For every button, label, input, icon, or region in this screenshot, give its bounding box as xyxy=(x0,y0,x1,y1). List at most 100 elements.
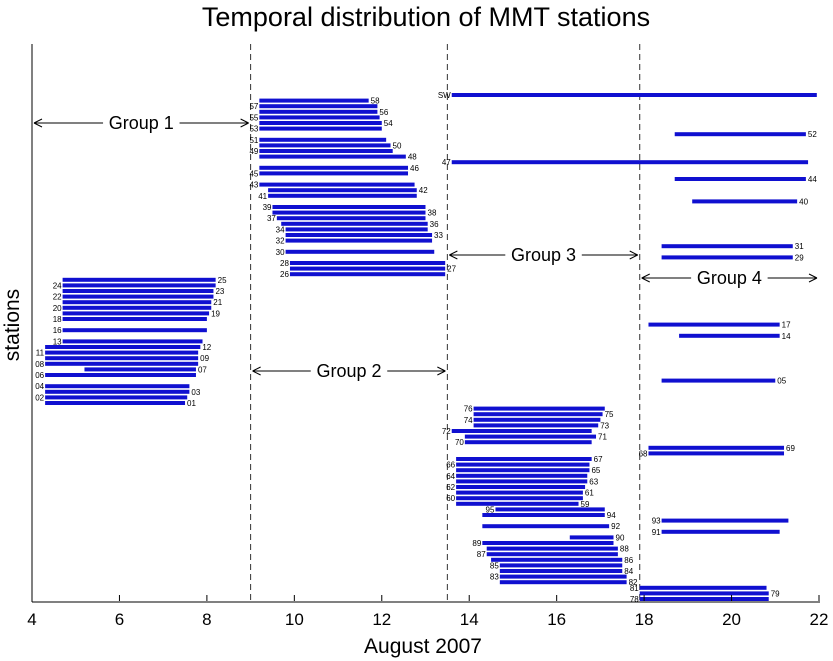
group-dividers xyxy=(250,44,641,601)
label-station-64: 64 xyxy=(446,472,455,481)
label-station-34: 34 xyxy=(276,225,285,234)
bar-station-83 xyxy=(499,574,627,579)
label-station-33: 33 xyxy=(434,231,443,240)
label-station-85: 85 xyxy=(490,561,499,570)
bar-station-01 xyxy=(45,401,186,405)
bar-station-44 xyxy=(674,177,806,181)
bar-station-07 xyxy=(84,367,196,372)
group-annotation-2: Group 2 xyxy=(252,361,446,381)
bar-station-26 xyxy=(289,272,446,277)
x-tick-label-4: 4 xyxy=(27,610,36,629)
label-station-76: 76 xyxy=(464,405,473,414)
label-station-42: 42 xyxy=(419,186,428,195)
label-station-55: 55 xyxy=(249,113,258,122)
bar-station-89 xyxy=(482,541,614,545)
label-station-41: 41 xyxy=(258,192,267,201)
arrowhead-left-icon xyxy=(252,366,261,376)
bar-station-57 xyxy=(259,104,378,109)
label-station-04: 04 xyxy=(35,382,44,391)
label-station-74: 74 xyxy=(464,416,473,425)
bar-station-54 xyxy=(259,121,382,125)
bar-station-67 xyxy=(456,457,592,461)
x-axis-label: August 2007 xyxy=(364,635,482,658)
label-station-19: 19 xyxy=(211,309,220,318)
label-station-68: 68 xyxy=(639,449,648,458)
label-station-78: 78 xyxy=(630,595,639,604)
bar-station-62 xyxy=(456,485,586,489)
label-station-60: 60 xyxy=(446,494,455,503)
label-station-89: 89 xyxy=(472,539,481,548)
bar-station-76 xyxy=(473,406,605,411)
bar-station-60 xyxy=(456,496,583,501)
x-tick-label-18: 18 xyxy=(635,610,654,629)
label-station-95: 95 xyxy=(486,505,495,514)
bar-station-87 xyxy=(486,552,618,557)
bar-station-41 xyxy=(268,193,417,198)
label-station-58: 58 xyxy=(371,97,380,106)
label-station-90: 90 xyxy=(616,533,625,542)
label-station-02: 02 xyxy=(35,393,44,402)
bar-station-48 xyxy=(259,154,406,159)
label-station-29: 29 xyxy=(795,253,804,262)
y-axis-label: stations xyxy=(1,289,24,361)
label-station-05: 05 xyxy=(777,377,786,386)
bar-station-58 xyxy=(259,98,369,103)
label-station-40: 40 xyxy=(799,197,808,206)
bar-station-13 xyxy=(62,339,203,344)
label-station-28: 28 xyxy=(280,259,289,268)
x-tick-label-20: 20 xyxy=(722,610,741,629)
label-station-94: 94 xyxy=(607,511,616,520)
x-tick-label-16: 16 xyxy=(547,610,566,629)
label-station-SW: SW xyxy=(438,91,451,100)
bar-station-03 xyxy=(45,389,190,394)
bar-station-08 xyxy=(45,361,199,366)
label-station-32: 32 xyxy=(276,237,285,246)
label-station-23: 23 xyxy=(215,287,224,296)
bar-station-91 xyxy=(661,529,780,534)
bar-station-34 xyxy=(285,227,428,232)
x-tick-label-12: 12 xyxy=(372,610,391,629)
label-station-82: 82 xyxy=(629,578,638,587)
arrowhead-right-icon xyxy=(240,118,249,128)
bar-station-49 xyxy=(259,149,393,153)
bar-station-21 xyxy=(62,300,212,305)
label-station-20: 20 xyxy=(53,304,62,313)
bar-station-36 xyxy=(281,221,428,226)
label-station-65: 65 xyxy=(591,466,600,475)
x-tick-label-22: 22 xyxy=(810,610,829,629)
bar-station-74 xyxy=(473,417,601,422)
bar-station-88 xyxy=(486,546,618,551)
bar-station-90 xyxy=(569,535,614,540)
label-station-50: 50 xyxy=(393,141,402,150)
label-station-38: 38 xyxy=(428,209,437,218)
group-label-4: Group 4 xyxy=(697,268,762,288)
label-station-92: 92 xyxy=(611,522,620,531)
label-station-84: 84 xyxy=(624,567,633,576)
label-station-54: 54 xyxy=(384,119,393,128)
label-station-09: 09 xyxy=(200,354,209,363)
label-station-53: 53 xyxy=(249,125,258,134)
bar-station-37 xyxy=(276,216,426,221)
bar-station-18 xyxy=(62,317,207,321)
arrowhead-right-icon xyxy=(629,250,638,260)
bar-station-78 xyxy=(639,597,769,601)
label-station-16: 16 xyxy=(53,326,62,335)
x-axis-ticks: 4 6 8 10 12 14 16 18 20 22 xyxy=(27,595,828,629)
label-station-06: 06 xyxy=(35,371,44,380)
bar-station-31 xyxy=(661,244,793,249)
bar-station-82 xyxy=(499,580,627,585)
group-annotations: Group 1 Group 2 Group 3 Group 4 xyxy=(33,113,818,381)
bar-station-70 xyxy=(464,440,592,445)
bar-station-02 xyxy=(45,395,188,400)
label-station-25: 25 xyxy=(218,276,227,285)
bar-station-69 xyxy=(648,445,785,450)
station-labels: SW 58 57 56 55 54 53 52 51 50 49 48 47 46 45 44 43 42 41 40… xyxy=(35,91,817,604)
label-station-30: 30 xyxy=(276,248,285,257)
label-station-18: 18 xyxy=(53,315,62,324)
label-station-63: 63 xyxy=(589,477,598,486)
label-station-57: 57 xyxy=(249,102,258,111)
label-station-71: 71 xyxy=(598,433,607,442)
bar-station-24 xyxy=(62,283,216,288)
bar-station-46 xyxy=(259,165,409,170)
label-station-47: 47 xyxy=(442,158,451,167)
